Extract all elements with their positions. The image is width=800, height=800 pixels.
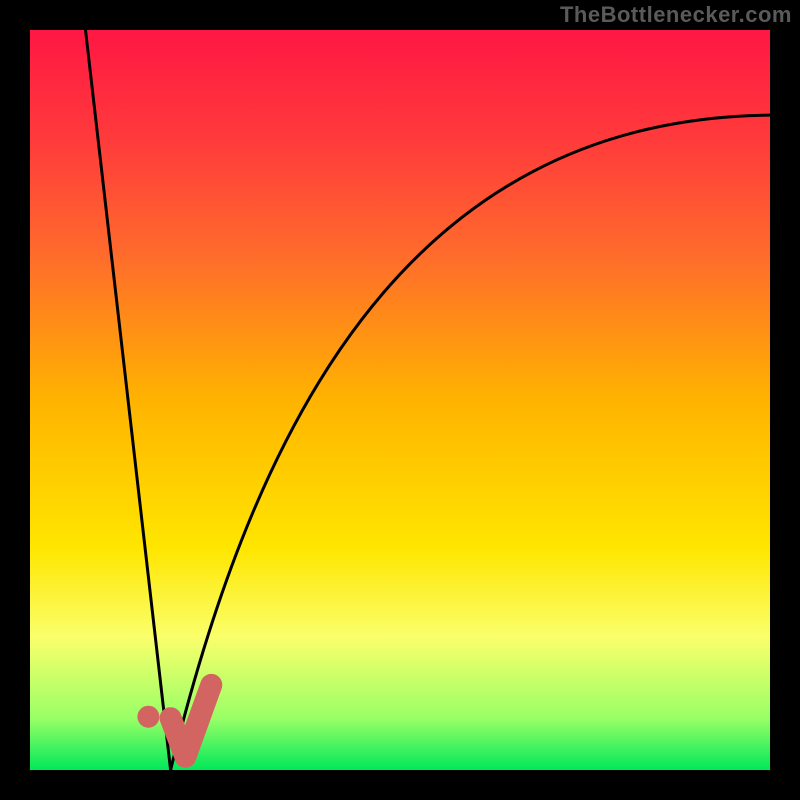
heat-gradient-area <box>30 30 770 770</box>
bottleneck-chart <box>0 0 800 800</box>
watermark-text: TheBottlenecker.com <box>560 2 792 28</box>
optimum-marker-dot <box>137 706 159 728</box>
